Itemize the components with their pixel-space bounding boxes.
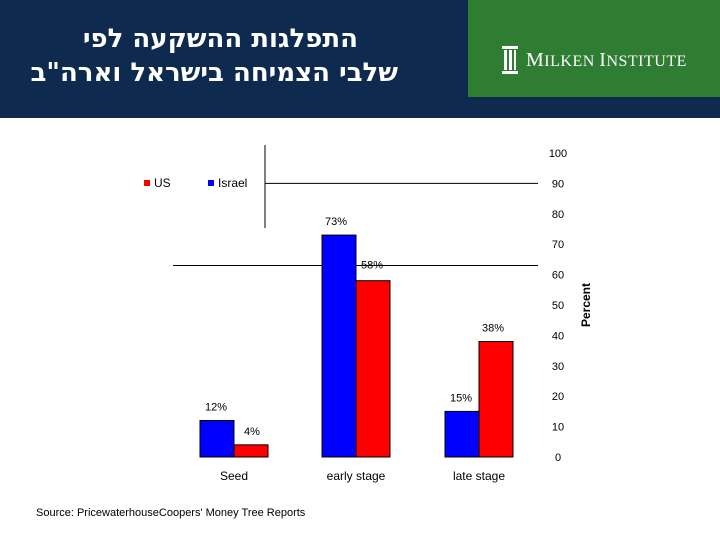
x-tick-label: Seed	[220, 469, 248, 483]
x-tick-label: late stage	[453, 469, 505, 483]
data-label: 73%	[325, 216, 347, 228]
x-axis-ticks: Seed early stage late stage	[220, 469, 505, 483]
legend-swatch-us	[144, 180, 150, 186]
y-tick-label: 60	[552, 270, 564, 282]
x-tick-label: early stage	[327, 469, 386, 483]
data-label: 4%	[244, 426, 260, 438]
y-tick-label: 40	[552, 330, 564, 342]
header-bottom-strip	[468, 97, 720, 118]
data-label: 58%	[361, 260, 383, 272]
bar-israel-0	[199, 420, 235, 458]
y-axis-label: Percent	[579, 283, 593, 327]
legend-label-us: US	[154, 176, 171, 190]
y-tick-label: 80	[552, 209, 564, 221]
y-tick-label: 70	[552, 239, 564, 251]
milken-institute-logo: MILKEN INSTITUTE	[502, 46, 687, 74]
chart-legend: US Israel	[144, 176, 247, 190]
data-label: 38%	[482, 322, 504, 334]
bar-chart: 12% 4% 73% 58% 15% 38% 0 10 20 30 40 50 60 70 80 90 100…	[144, 145, 593, 483]
legend-swatch-israel	[208, 180, 214, 186]
logo-text: MILKEN INSTITUTE	[526, 48, 687, 71]
title-line-2: שלבי הצמיחה בישראל וארה"ב	[30, 58, 398, 88]
header-navy-panel	[0, 0, 468, 118]
columns-icon	[502, 46, 518, 74]
bar-us-1	[355, 280, 391, 458]
y-tick-label: 0	[555, 452, 561, 464]
y-tick-label: 20	[552, 391, 564, 403]
data-label: 15%	[450, 392, 472, 404]
y-axis-ticks: 0 10 20 30 40 50 60 70 80 90 100	[549, 148, 567, 464]
chart-bars	[199, 234, 514, 458]
legend-label-israel: Israel	[218, 176, 247, 190]
source-note: Source: PricewaterhouseCoopers' Money Tr…	[36, 507, 306, 519]
y-tick-label: 30	[552, 361, 564, 373]
title-line-1: התפלגות ההשקעה לפי	[82, 24, 358, 54]
bar-us-0	[233, 444, 269, 458]
bar-israel-2	[444, 410, 480, 458]
bar-israel-1	[321, 234, 357, 458]
header: התפלגות ההשקעה לפי שלבי הצמיחה בישראל וא…	[0, 0, 720, 118]
y-tick-label: 100	[549, 148, 567, 160]
y-tick-label: 90	[552, 178, 564, 190]
y-tick-label: 10	[552, 422, 564, 434]
chart-data-labels: 12% 4% 73% 58% 15% 38%	[205, 216, 504, 438]
data-label: 12%	[205, 402, 227, 414]
bar-us-2	[478, 340, 514, 458]
y-tick-label: 50	[552, 300, 564, 312]
